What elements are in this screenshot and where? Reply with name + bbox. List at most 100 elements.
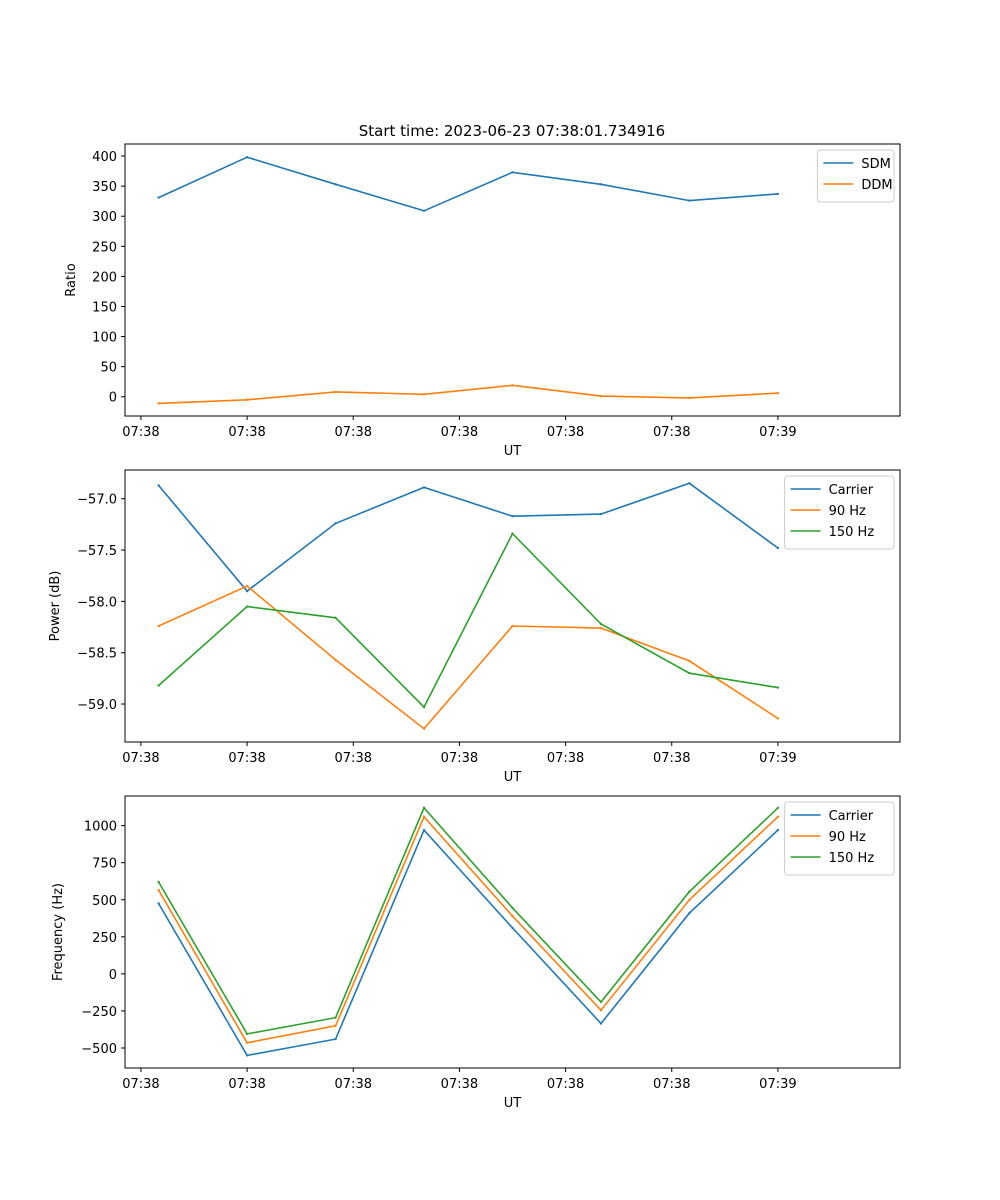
- x-tick-label: 07:38: [335, 1077, 372, 1092]
- x-tick-label: 07:38: [335, 425, 372, 440]
- data-point: [599, 1000, 603, 1004]
- data-point: [776, 815, 780, 818]
- x-tick-label: 07:39: [759, 425, 796, 440]
- y-tick-label: −58.5: [77, 647, 117, 662]
- legend-label: 150 Hz: [829, 851, 875, 866]
- data-point: [245, 605, 249, 608]
- y-tick-label: 250: [92, 931, 117, 946]
- y-tick-label: 750: [92, 857, 117, 872]
- y-axis-label: Ratio: [64, 263, 79, 296]
- data-point: [688, 672, 691, 675]
- y-tick-label: 1000: [84, 820, 117, 835]
- y-tick-label: 100: [92, 331, 117, 346]
- data-point: [334, 522, 337, 525]
- data-point: [157, 888, 160, 892]
- chart-panel-3: −500 −250 0 250 500 750 1000 07:38 07:38 07:38 07:…: [51, 795, 901, 1111]
- series-line-carrier: [157, 828, 779, 1057]
- data-point: [599, 622, 603, 626]
- axes-frame: [124, 469, 901, 743]
- y-tick-label: 200: [92, 270, 117, 285]
- series-line-150-hz: [157, 806, 779, 1035]
- x-tick-label: 07:38: [228, 425, 265, 440]
- y-tick-label: 0: [109, 391, 117, 406]
- data-point: [245, 584, 249, 588]
- data-point: [688, 898, 691, 901]
- y-tick-label: 300: [92, 210, 117, 225]
- data-point: [599, 183, 603, 186]
- data-point: [688, 482, 691, 485]
- series-line-90-hz: [158, 585, 779, 730]
- x-tick-label: 07:38: [122, 1077, 159, 1092]
- data-point: [334, 616, 337, 620]
- y-tick-label: 350: [92, 180, 117, 195]
- data-point: [511, 514, 514, 518]
- data-point: [511, 906, 514, 910]
- y-tick-label: 500: [92, 894, 117, 909]
- y-tick-label: −500: [81, 1042, 117, 1057]
- data-point: [776, 717, 780, 720]
- legend-label: Carrier: [829, 809, 874, 824]
- series-line-150-hz: [158, 532, 779, 709]
- data-point: [776, 391, 780, 395]
- data-point: [776, 192, 780, 196]
- data-point: [688, 199, 691, 202]
- data-point: [157, 484, 160, 487]
- legend: Carrier 90 Hz 150 Hz: [784, 801, 895, 876]
- series-line-90-hz: [157, 815, 779, 1044]
- data-point: [157, 902, 160, 905]
- chart-panel-1: 0 50 100 150 200 250 300 350 400 07:38 07:38 07:38 0…: [64, 143, 901, 459]
- data-point: [776, 686, 780, 689]
- x-tick-label: 07:38: [122, 751, 159, 766]
- data-point: [334, 1037, 337, 1041]
- data-point: [599, 1022, 603, 1025]
- data-point: [599, 626, 603, 630]
- data-point: [157, 196, 160, 199]
- data-point: [245, 156, 249, 159]
- axes-frame: [124, 143, 901, 417]
- data-point: [422, 727, 426, 730]
- data-point: [422, 705, 426, 709]
- data-point: [334, 390, 337, 394]
- data-point: [157, 684, 160, 687]
- data-point: [422, 815, 426, 818]
- data-point: [511, 171, 514, 174]
- y-tick-label: −250: [81, 1005, 117, 1020]
- y-tick-label: −59.0: [77, 698, 117, 713]
- data-point: [422, 806, 426, 810]
- series-line-carrier: [157, 482, 779, 593]
- legend-label: DDM: [861, 178, 892, 193]
- x-tick-label: 07:38: [653, 1077, 690, 1092]
- data-point: [245, 1032, 249, 1036]
- legend-label: 90 Hz: [829, 830, 866, 845]
- data-point: [688, 890, 691, 893]
- data-point: [157, 402, 160, 405]
- x-tick-label: 07:38: [228, 1077, 265, 1092]
- data-point: [599, 394, 603, 398]
- data-point: [334, 183, 337, 186]
- data-point: [511, 384, 514, 387]
- data-point: [422, 209, 426, 212]
- figure-title: Start time: 2023-06-23 07:38:01.734916: [359, 122, 665, 140]
- data-point: [157, 880, 160, 884]
- data-point: [157, 624, 160, 628]
- data-point: [245, 1054, 249, 1057]
- data-point: [334, 658, 337, 662]
- y-tick-label: −58.0: [77, 595, 117, 610]
- chart-panel-2: −57.0 −57.5 −58.0 −58.5 −59.0 07:38 07:38 07:38…: [48, 469, 901, 785]
- y-tick-label: −57.0: [77, 493, 117, 508]
- legend-label: 150 Hz: [829, 525, 875, 540]
- data-point: [245, 589, 249, 593]
- y-tick-label: −57.5: [77, 544, 117, 559]
- legend-label: Carrier: [829, 483, 874, 498]
- x-tick-label: 07:38: [228, 751, 265, 766]
- x-tick-label: 07:38: [441, 425, 478, 440]
- legend-label: 90 Hz: [829, 504, 866, 519]
- data-point: [422, 828, 426, 832]
- data-point: [245, 398, 249, 401]
- y-tick-label: 0: [109, 968, 117, 983]
- y-tick-label: 400: [92, 150, 117, 165]
- y-tick-label: 250: [92, 240, 117, 255]
- data-point: [334, 1024, 337, 1027]
- y-axis-label: Power (dB): [48, 571, 63, 642]
